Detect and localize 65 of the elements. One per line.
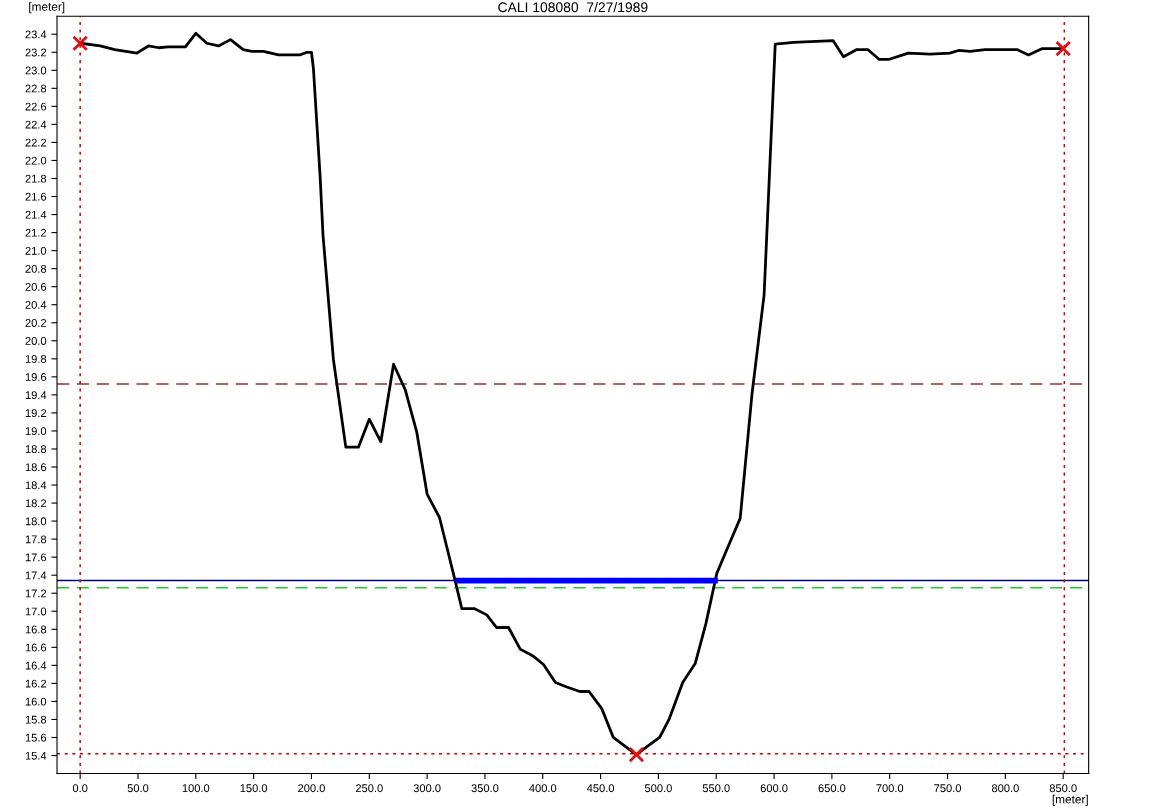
x-tick-label: 500.0 (644, 784, 672, 793)
x-tick-label: 50.0 (127, 784, 149, 793)
x-axis-title: [meter] (1052, 794, 1088, 806)
x-tick-label: 750.0 (934, 784, 962, 793)
y-tick-label: 15.4 (25, 751, 47, 760)
y-tick-label: 17.8 (25, 535, 47, 544)
y-tick-label: 16.8 (25, 625, 47, 634)
y-tick-label: 22.6 (25, 102, 47, 111)
x-tick-label: 450.0 (586, 784, 615, 793)
y-tick-label: 23.2 (25, 48, 47, 57)
y-tick-label: 18.4 (25, 481, 47, 490)
y-tick-label: 19.6 (25, 373, 47, 381)
y-tick-label: 22.2 (25, 138, 47, 147)
y-tick-label: 16.4 (25, 661, 47, 670)
x-tick-label: 150.0 (240, 784, 268, 793)
y-tick-label: 15.6 (25, 733, 47, 742)
y-tick-label: 22.0 (25, 156, 47, 165)
y-tick-label: 19.4 (25, 391, 47, 400)
y-tick-label: 20.8 (25, 264, 47, 273)
y-tick-label: 19.2 (25, 409, 47, 418)
x-tick-label: 0.0 (72, 784, 88, 793)
y-tick-label: 22.4 (25, 120, 47, 129)
chart-title: CALI 108080 7/27/1989 (498, 1, 648, 13)
x-tick-label: 400.0 (529, 784, 557, 793)
y-tick-label: 17.2 (25, 589, 47, 598)
y-tick-label: 21.8 (25, 174, 47, 183)
x-tick-label: 850.0 (1049, 784, 1077, 793)
y-tick-label: 20.6 (25, 282, 47, 291)
x-tick-label: 200.0 (298, 784, 325, 793)
y-tick-label: 21.2 (25, 228, 47, 237)
y-tick-label: 22.8 (25, 84, 47, 93)
x-tick-label: 700.0 (876, 784, 904, 793)
x-tick-label: 250.0 (355, 784, 383, 793)
y-tick-label: 18.8 (25, 445, 47, 454)
y-tick-label: 23.0 (25, 66, 47, 75)
y-tick-label: 16.6 (25, 643, 47, 652)
y-tick-label: 20.2 (25, 319, 47, 327)
point (628, 746, 645, 763)
y-tick-label: 18.2 (25, 499, 47, 508)
x-tick-label: 300.0 (413, 784, 441, 793)
x-tick-label: 550.0 (702, 784, 730, 793)
y-tick-label: 20.4 (25, 300, 47, 309)
x-tick-label: 100.0 (182, 784, 210, 793)
y-tick-label: 21.6 (25, 192, 47, 201)
y-tick-label: 16.0 (25, 697, 47, 706)
y-tick-label: 21.0 (25, 246, 47, 255)
y-axis-title: [meter] (29, 2, 65, 14)
point (72, 35, 89, 52)
y-tick-label: 16.2 (25, 679, 47, 688)
y-tick-label: 19.0 (25, 427, 47, 436)
y-tick-label: 15.8 (25, 715, 47, 724)
y-tick-label: 18.6 (25, 463, 47, 472)
point (1055, 40, 1072, 57)
x-tick-label: 800.0 (991, 784, 1019, 793)
y-tick-label: 17.0 (25, 607, 47, 616)
y-tick-label: 23.4 (25, 30, 47, 39)
y-tick-label: 18.0 (25, 517, 47, 526)
y-tick-label: 17.4 (25, 571, 47, 580)
x-tick-label: 350.0 (471, 784, 499, 793)
y-tick-label: 21.4 (25, 210, 47, 219)
y-tick-label: 19.8 (25, 355, 47, 363)
x-tick-label: 650.0 (818, 784, 846, 793)
y-tick-label: 20.0 (25, 337, 47, 345)
y-tick-label: 17.6 (25, 553, 47, 562)
x-tick-label: 600.0 (760, 784, 788, 793)
